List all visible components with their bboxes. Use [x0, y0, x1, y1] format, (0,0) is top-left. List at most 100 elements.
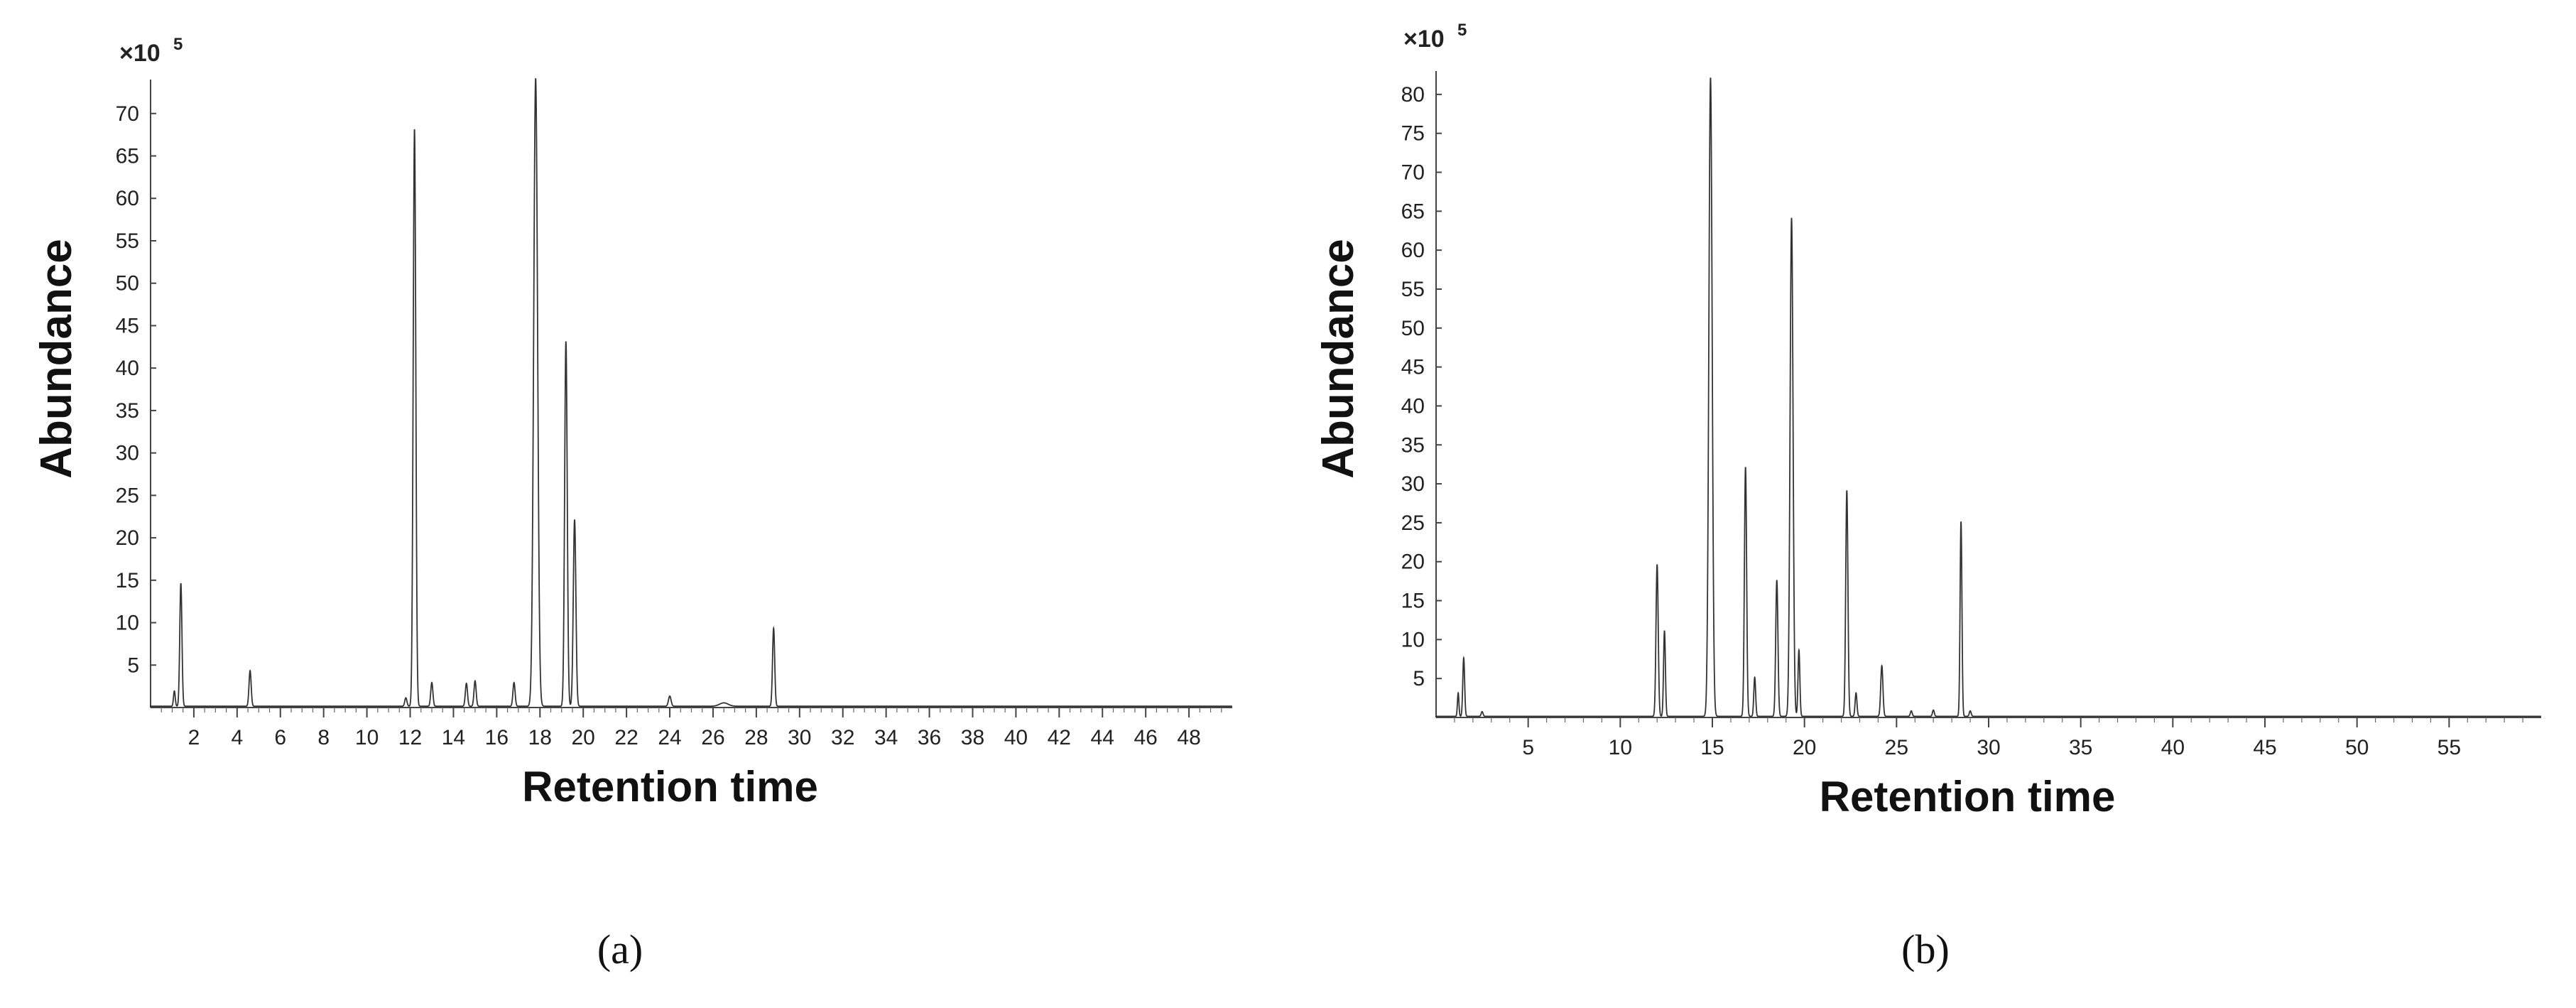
y-tick-label: 35 [116, 399, 139, 423]
x-tick-label: 22 [614, 726, 638, 749]
peak-point [565, 341, 567, 344]
peak-point [173, 690, 176, 693]
peak-point [180, 583, 183, 586]
peak-point [404, 698, 407, 700]
chart-panel-b: 5 10 15 20 25 30 35 40 45 50 555101520253035404550… [1314, 21, 2541, 972]
peak-point [1709, 77, 1712, 80]
y-tick-label: 60 [116, 187, 139, 210]
y-tick-label: 5 [127, 654, 139, 677]
y-tick-label: 35 [1401, 433, 1425, 457]
y-tick-label: 15 [116, 569, 139, 592]
y-tick-label: 30 [116, 442, 139, 465]
x-tick-label: 6 [274, 726, 286, 749]
peak-point [668, 696, 671, 699]
x-tick-label: 10 [355, 726, 379, 749]
x-tick-label: 26 [701, 726, 724, 749]
y-tick-label: 65 [116, 145, 139, 168]
chart-panel-a: 2 4 6 8 10 12 14 16 18 20 22 24 26 28 30 32 34 36 38 40 42 44… [32, 35, 1232, 972]
x-tick-label: 32 [831, 726, 854, 749]
x-tick-label: 4 [231, 726, 243, 749]
x-tick-label: 48 [1177, 726, 1200, 749]
x-tick-label: 42 [1048, 726, 1071, 749]
y-tick-label: 5 [1413, 667, 1425, 690]
x-tick-label: 20 [1793, 736, 1816, 759]
x-tick-label: 12 [398, 726, 422, 749]
y-tick-label: 30 [1401, 472, 1425, 496]
y-tick-label: 45 [116, 314, 139, 337]
y-multiplier-exponent: 5 [1457, 21, 1467, 40]
x-tick-label: 15 [1700, 736, 1724, 759]
peak-point [1790, 217, 1793, 220]
peak-point [1481, 711, 1484, 714]
peak-point [513, 683, 516, 685]
y-tick-label: 10 [1401, 628, 1425, 651]
x-tick-label: 16 [485, 726, 509, 749]
y-tick-label: 80 [1401, 83, 1425, 107]
x-tick-label: 35 [2069, 736, 2092, 759]
y-tick-label: 50 [116, 272, 139, 296]
peak-point [722, 703, 725, 705]
y-tick-label: 55 [1401, 278, 1425, 301]
y-tick-label: 40 [1401, 394, 1425, 418]
y-tick-label: 15 [1401, 590, 1425, 613]
x-tick-label: 34 [874, 726, 898, 749]
y-tick-label: 25 [1401, 511, 1425, 535]
x-tick-label: 5 [1522, 736, 1534, 759]
y-tick-label: 20 [1401, 551, 1425, 574]
peak-point [413, 129, 416, 132]
x-axis-title: Retention time [1820, 773, 2116, 820]
peak-point [1932, 710, 1935, 712]
y-tick-label: 20 [116, 526, 139, 550]
y-multiplier-exponent: 5 [173, 35, 183, 54]
peak-point [1969, 710, 1972, 713]
y-tick-label: 25 [116, 484, 139, 507]
x-tick-label: 45 [2253, 736, 2276, 759]
peak-point [474, 681, 477, 683]
peak-point [1663, 630, 1666, 633]
y-tick-label: 60 [1401, 239, 1425, 262]
peak-point [1744, 467, 1747, 470]
peak-point [1462, 658, 1465, 661]
x-tick-label: 18 [528, 726, 552, 749]
y-multiplier: ×10 [119, 40, 161, 67]
peak-point [249, 671, 251, 673]
peak-point [573, 519, 576, 522]
peak-point [1910, 710, 1913, 713]
peak-point [1776, 580, 1778, 582]
x-tick-label: 36 [918, 726, 941, 749]
x-tick-label: 30 [1977, 736, 2000, 759]
x-axis-title: Retention time [522, 763, 818, 811]
panel-label: (a) [597, 926, 643, 972]
x-tick-label: 24 [658, 726, 681, 749]
x-tick-label: 44 [1091, 726, 1114, 749]
peak-point [1656, 564, 1658, 567]
x-tick-label: 46 [1134, 726, 1157, 749]
peak-point [1754, 677, 1756, 680]
y-tick-label: 10 [116, 612, 139, 635]
panel-label: (b) [1901, 926, 1950, 972]
peak-point [1881, 666, 1884, 668]
chromatogram-trace [1435, 77, 2541, 717]
x-tick-label: 10 [1609, 736, 1632, 759]
x-tick-label: 28 [744, 726, 768, 749]
y-tick-label: 65 [1401, 200, 1425, 223]
x-tick-label: 8 [317, 726, 330, 749]
x-tick-label: 14 [442, 726, 465, 749]
y-axis-title: Abundance [1314, 239, 1363, 479]
x-tick-label: 50 [2345, 736, 2369, 759]
peak-point [772, 628, 775, 631]
y-tick-label: 40 [116, 357, 139, 380]
peak-point [1845, 490, 1848, 493]
x-tick-label: 30 [788, 726, 811, 749]
y-tick-label: 75 [1401, 122, 1425, 146]
x-tick-label: 40 [2161, 736, 2185, 759]
x-tick-label: 55 [2438, 736, 2461, 759]
peak-point [430, 683, 433, 685]
y-axis-title: Abundance [32, 239, 81, 479]
chromatogram-trace [150, 78, 1232, 708]
x-tick-label: 40 [1004, 726, 1028, 749]
x-tick-label: 38 [961, 726, 984, 749]
peak-point [465, 683, 468, 686]
x-tick-label: 25 [1885, 736, 1908, 759]
